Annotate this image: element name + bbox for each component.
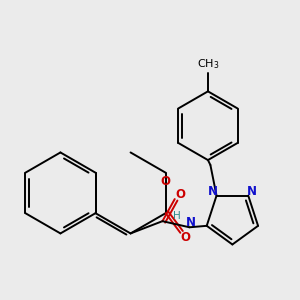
Text: CH$_3$: CH$_3$ (197, 58, 219, 71)
Text: N: N (247, 185, 257, 199)
Text: O: O (160, 175, 171, 188)
Text: N: N (208, 185, 218, 199)
Text: H: H (173, 211, 181, 221)
Text: O: O (176, 188, 186, 201)
Text: N: N (186, 216, 196, 229)
Text: O: O (180, 231, 190, 244)
